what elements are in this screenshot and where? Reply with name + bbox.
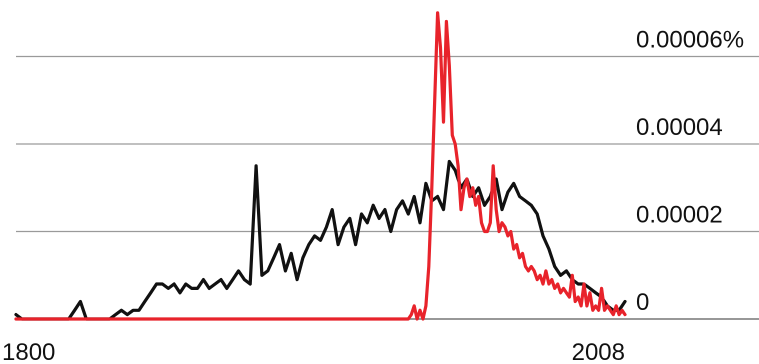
x-tick-label-end: 2008 — [572, 339, 625, 364]
series-line-0 — [14, 159, 627, 321]
y-tick-label-1: 0.00002 — [636, 202, 723, 229]
y-tick-label-3: 0.00006% — [636, 27, 744, 54]
y-tick-label-0: 0 — [636, 289, 649, 316]
x-tick-label-start: 1800 — [2, 339, 55, 364]
series-line-1 — [14, 11, 627, 321]
y-tick-label-2: 0.00004 — [636, 114, 723, 141]
